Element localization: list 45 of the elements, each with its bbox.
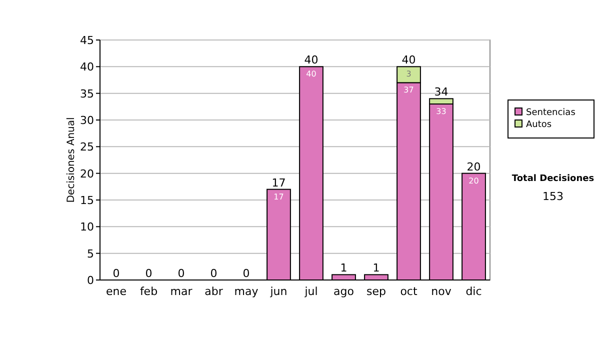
- y-tick-label: 30: [80, 114, 94, 127]
- x-tick-label: mar: [170, 285, 193, 298]
- y-axis-title: Decisiones Anual: [66, 117, 77, 203]
- y-tick-label: 5: [87, 247, 94, 260]
- total-label: 0: [210, 267, 218, 280]
- total-label: 34: [434, 86, 448, 99]
- data-label: 3: [406, 70, 412, 79]
- total-label: 0: [242, 267, 250, 280]
- y-tick-label: 15: [80, 194, 94, 207]
- x-tick-label: jun: [269, 285, 288, 298]
- data-label: 37: [404, 86, 414, 95]
- data-label: 40: [306, 70, 316, 79]
- x-tick-label: ene: [106, 285, 127, 298]
- y-tick-label: 35: [80, 87, 94, 100]
- legend-label: Sentencias: [526, 108, 576, 118]
- y-tick-label: 25: [80, 140, 94, 154]
- x-tick-label: oct: [400, 285, 418, 298]
- legend-label: Autos: [526, 120, 552, 130]
- x-tick-label: ago: [334, 285, 354, 298]
- data-label: 20: [468, 176, 479, 186]
- y-tick-label: 20: [80, 167, 94, 180]
- y-tick-label: 10: [80, 220, 94, 234]
- y-tick-label: 45: [80, 34, 94, 47]
- total-label: 40: [402, 54, 416, 67]
- x-tick-label: sep: [366, 285, 386, 298]
- data-label: 33: [436, 107, 446, 116]
- total-label: 0: [112, 267, 120, 280]
- data-label: 17: [274, 192, 284, 202]
- total-label: 0: [178, 267, 185, 280]
- x-tick-label: abr: [204, 285, 224, 298]
- total-label: 40: [304, 54, 318, 67]
- total-label: 1: [340, 262, 348, 275]
- total-label: 20: [466, 160, 481, 174]
- x-tick-label: may: [234, 285, 259, 298]
- x-tick-label: jul: [304, 285, 318, 298]
- y-tick-label: 0: [87, 274, 94, 287]
- x-tick-label: feb: [140, 285, 158, 298]
- total-label: 1: [372, 262, 380, 275]
- text: Total Decisiones: [512, 174, 594, 184]
- total-label: 0: [145, 267, 152, 280]
- y-tick-label: 40: [80, 60, 94, 74]
- x-tick-label: dic: [466, 285, 482, 298]
- total-label: 17: [272, 176, 286, 190]
- x-tick-label: nov: [431, 285, 452, 298]
- text: 153: [542, 190, 564, 203]
